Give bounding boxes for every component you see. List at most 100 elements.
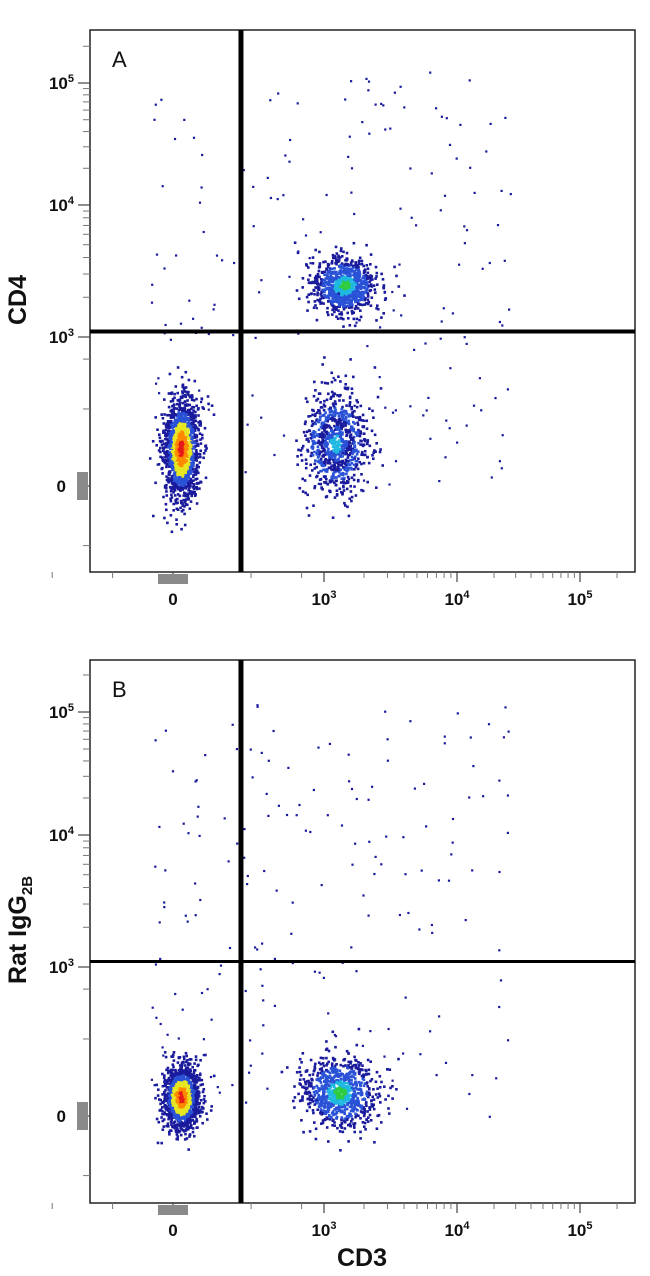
event-dot <box>311 262 315 265</box>
event-dot <box>327 424 330 427</box>
event-dot <box>184 1112 187 1116</box>
event-dot <box>334 466 337 469</box>
event-dot <box>197 427 200 431</box>
event-dot <box>183 431 186 434</box>
event-dot <box>198 461 202 464</box>
event-dot <box>361 489 365 493</box>
event-dot <box>199 449 202 453</box>
event-dot <box>333 446 337 450</box>
event-dot <box>190 1085 193 1089</box>
event-dot <box>190 1105 193 1108</box>
event-dot <box>346 291 349 295</box>
event-dot <box>372 451 375 454</box>
event-dot <box>176 481 179 485</box>
event-dot <box>332 468 336 471</box>
event-dot <box>328 461 331 464</box>
event-dot <box>260 416 263 419</box>
event-dot <box>166 426 170 430</box>
event-dot <box>167 1076 171 1080</box>
event-dot <box>338 285 342 289</box>
event-dot <box>369 278 372 282</box>
event-dot <box>193 1121 197 1125</box>
event-dot <box>365 289 368 293</box>
event-dot <box>174 462 178 466</box>
event-dot <box>197 465 200 469</box>
event-dot <box>167 478 171 482</box>
event-dot <box>165 422 169 425</box>
event-dot <box>357 266 360 269</box>
event-dot <box>171 430 174 434</box>
event-dot <box>355 448 358 452</box>
event-dot <box>329 480 332 484</box>
event-dot <box>354 455 357 459</box>
event-dot <box>186 1108 190 1111</box>
event-dot <box>344 440 347 443</box>
event-dot <box>318 452 321 456</box>
event-dot <box>361 286 364 289</box>
event-dot <box>179 1072 182 1076</box>
event-dot <box>322 296 325 300</box>
event-dot <box>353 445 356 448</box>
event-dot <box>169 453 173 456</box>
event-dot <box>316 474 319 478</box>
event-dot <box>178 1108 182 1111</box>
event-dot <box>194 478 197 481</box>
event-dot <box>336 460 340 464</box>
event-dot <box>167 1069 170 1073</box>
event-dot <box>427 396 430 399</box>
event-dot <box>182 1061 185 1064</box>
event-dot <box>438 480 441 483</box>
event-dot <box>179 1126 182 1129</box>
event-dot <box>188 484 192 487</box>
event-dot <box>167 1102 170 1105</box>
event-dot <box>192 1083 196 1087</box>
event-dot <box>342 305 345 308</box>
event-dot <box>310 451 313 455</box>
event-dot <box>329 406 332 410</box>
event-dot <box>341 289 344 293</box>
event-dot <box>373 449 376 452</box>
event-dot <box>188 490 192 493</box>
event-dot <box>196 442 199 446</box>
event-dot <box>327 433 330 437</box>
event-dot <box>170 416 173 419</box>
event-dot <box>166 420 170 423</box>
event-dot <box>156 1141 160 1145</box>
event-dot <box>156 463 159 466</box>
event-dot <box>176 431 180 434</box>
event-dot <box>173 437 176 440</box>
event-dot <box>331 416 334 420</box>
event-dot <box>331 429 335 433</box>
event-dot <box>182 508 185 512</box>
event-dot <box>343 283 346 287</box>
event-dot <box>355 295 358 298</box>
event-dot <box>182 451 186 455</box>
dot-cloud <box>150 704 510 1152</box>
event-dot <box>480 409 483 412</box>
event-dot <box>376 395 380 399</box>
event-dot <box>192 462 195 465</box>
event-dot <box>176 1090 179 1094</box>
event-dot <box>370 296 374 299</box>
event-dot <box>346 413 349 416</box>
event-dot <box>177 463 180 466</box>
event-dot <box>324 440 327 444</box>
event-dot <box>346 301 349 305</box>
event-dot <box>163 1078 167 1082</box>
event-dot <box>335 443 339 447</box>
event-dot <box>189 452 193 456</box>
event-dot <box>478 377 481 380</box>
event-dot <box>362 432 366 435</box>
event-dot <box>326 437 329 440</box>
event-dot <box>202 1098 206 1101</box>
event-dot <box>333 400 337 403</box>
event-dot <box>328 455 331 458</box>
event-dot <box>384 406 387 409</box>
event-dot <box>333 432 336 436</box>
event-dot <box>177 467 181 471</box>
event-dot <box>193 379 197 383</box>
event-dot <box>344 387 347 390</box>
event-dot <box>180 1092 184 1095</box>
event-dot <box>374 277 377 280</box>
event-dot <box>183 421 187 425</box>
